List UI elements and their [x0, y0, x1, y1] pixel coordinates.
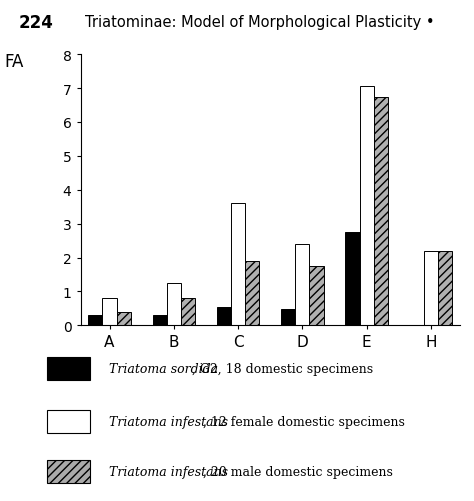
- Text: 224: 224: [19, 14, 54, 32]
- Text: FA: FA: [5, 53, 24, 70]
- Text: Triatoma sordida: Triatoma sordida: [109, 362, 218, 375]
- Text: , G2, 18 domestic specimens: , G2, 18 domestic specimens: [192, 362, 374, 375]
- Bar: [217, 307, 231, 326]
- Text: Triatominae: Model of Morphological Plasticity •: Triatominae: Model of Morphological Plas…: [85, 15, 435, 30]
- Text: , 20 male domestic specimens: , 20 male domestic specimens: [202, 465, 392, 478]
- Bar: [231, 204, 245, 326]
- Bar: [47, 410, 90, 433]
- Bar: [295, 244, 310, 326]
- Bar: [245, 262, 259, 326]
- Bar: [424, 252, 438, 326]
- Bar: [167, 284, 181, 326]
- Bar: [181, 298, 195, 326]
- Bar: [117, 313, 131, 326]
- Text: Triatoma infestans: Triatoma infestans: [109, 465, 228, 478]
- Bar: [346, 232, 359, 326]
- Text: Triatoma infestans: Triatoma infestans: [109, 415, 228, 428]
- Bar: [47, 460, 90, 483]
- Bar: [281, 310, 295, 326]
- Bar: [153, 316, 167, 326]
- Bar: [374, 97, 388, 326]
- Bar: [438, 252, 452, 326]
- Bar: [310, 267, 324, 326]
- Text: , 12 female domestic specimens: , 12 female domestic specimens: [202, 415, 404, 428]
- Bar: [359, 87, 374, 326]
- Bar: [88, 316, 102, 326]
- Bar: [47, 357, 90, 380]
- Bar: [102, 299, 117, 326]
